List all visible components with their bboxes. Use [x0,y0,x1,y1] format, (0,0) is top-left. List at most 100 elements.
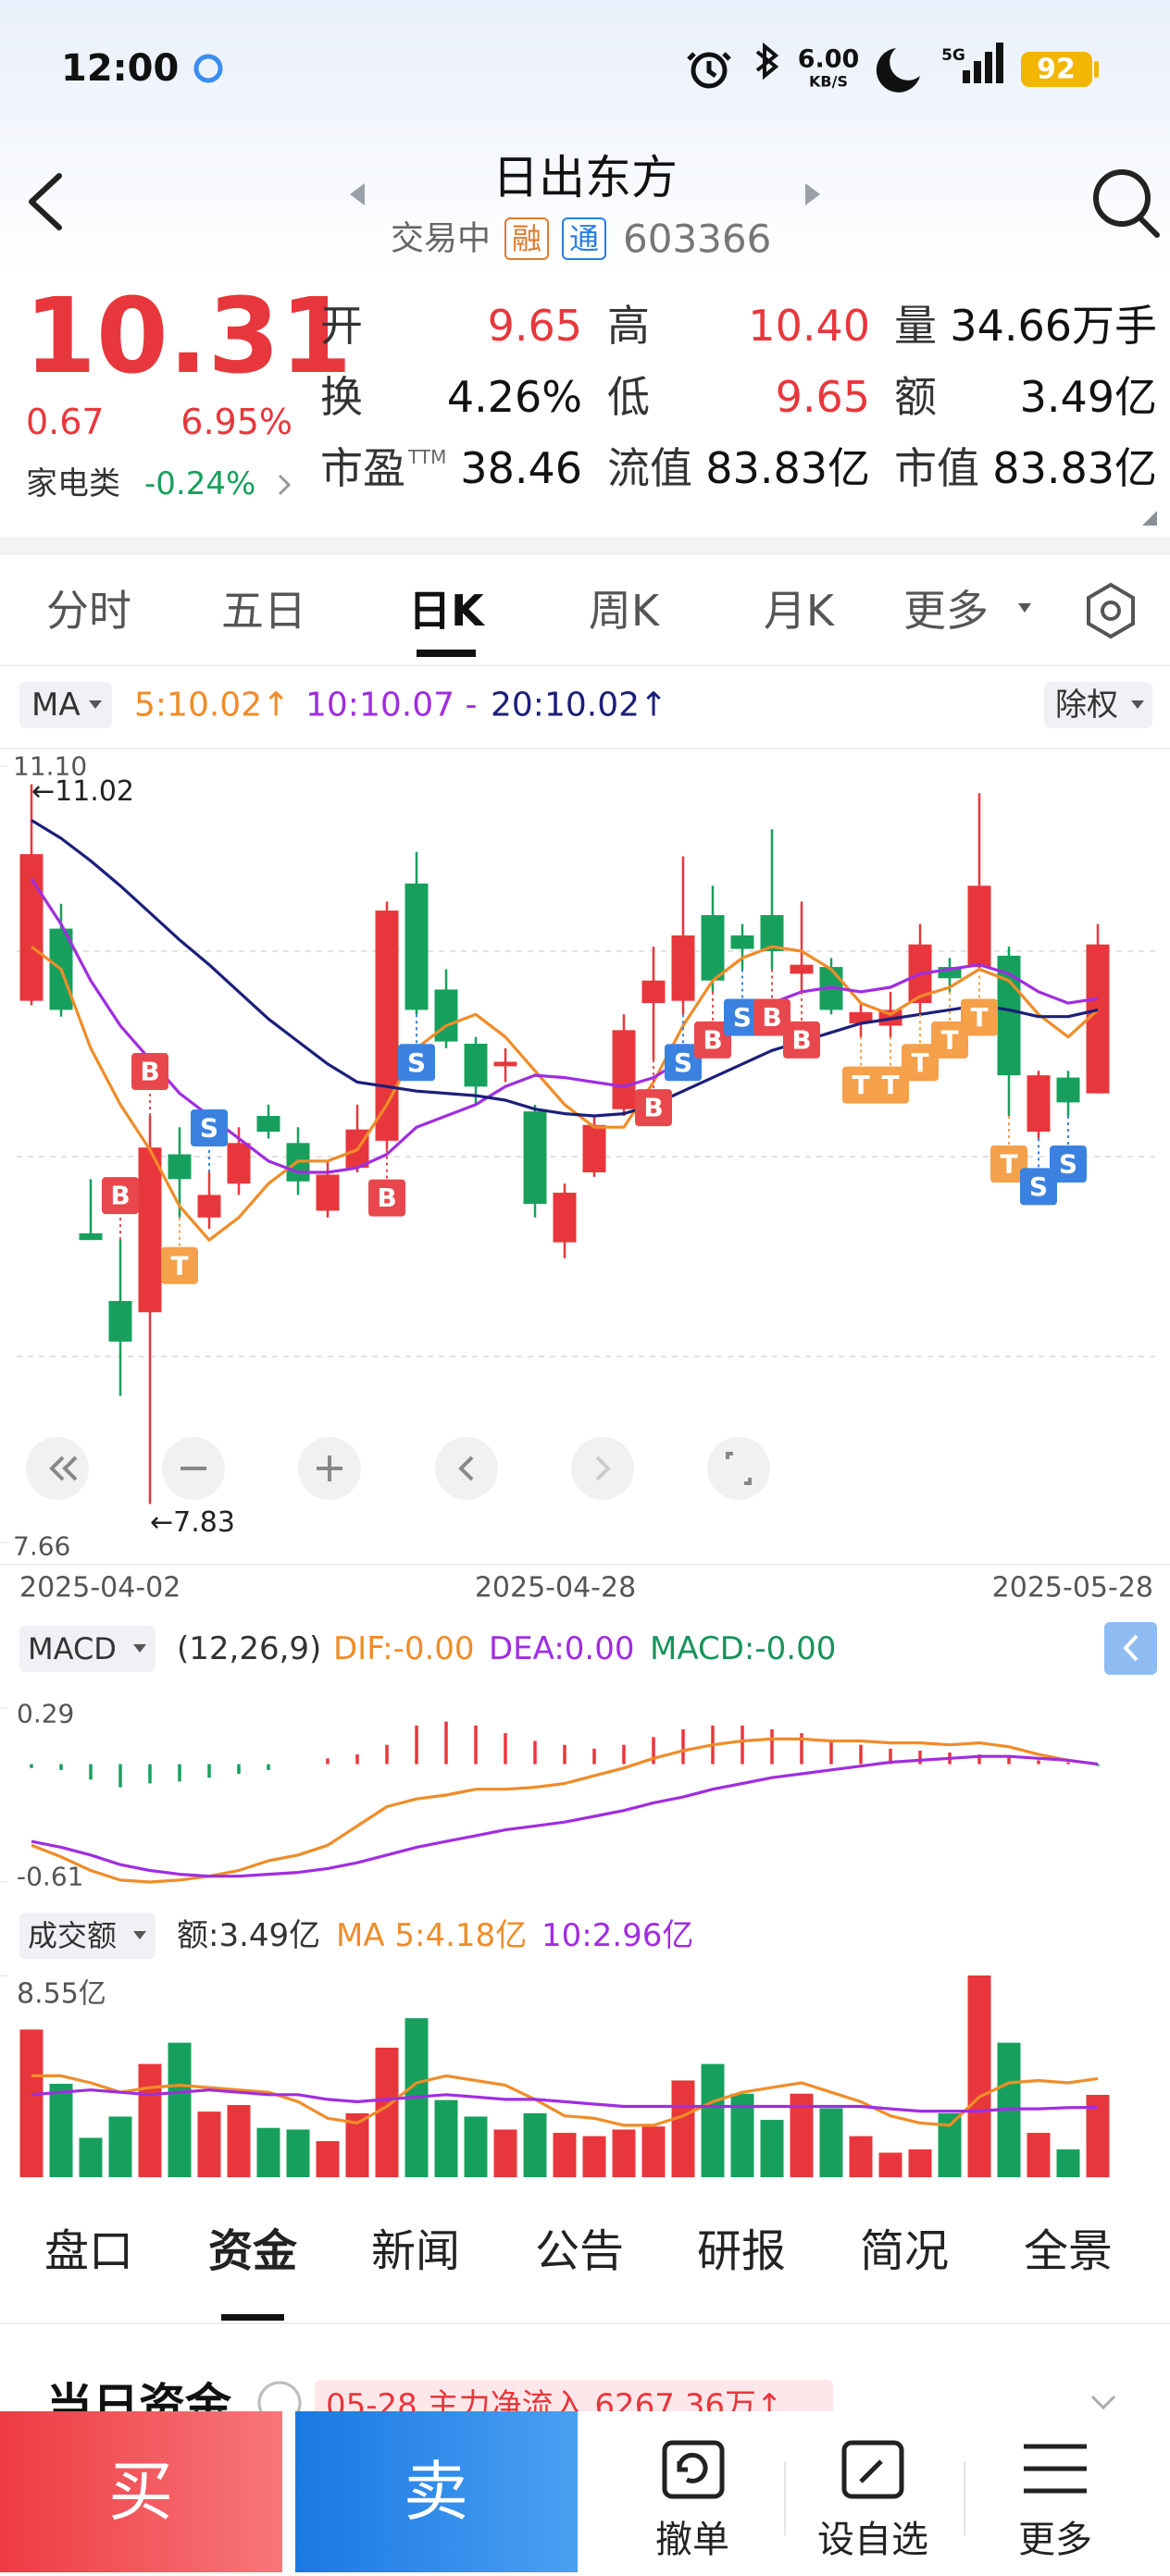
collapse-icon [1123,1634,1139,1662]
candle-body [138,1147,162,1313]
chart-tab[interactable]: 日K [408,586,486,636]
action-item[interactable]: 撤单 [655,2519,729,2561]
zoom-controls[interactable] [26,1437,770,1500]
field-label-sup: TTM [407,446,446,468]
volume-bar [434,2099,458,2177]
adjust-label[interactable]: 除权 [1055,687,1118,724]
expand-corner[interactable] [1142,511,1157,526]
sell-button[interactable] [295,2411,578,2572]
signal-label: T [881,1070,899,1100]
search-button[interactable] [1093,169,1160,238]
action-item[interactable]: 设自选 [817,2519,928,2561]
indicator-button[interactable] [19,1913,156,1959]
amount-legend: 额:3.49亿 [177,1917,320,1954]
candle-body [553,1192,577,1243]
candle-body [760,914,784,951]
section-tab[interactable]: 简况 [860,2225,949,2277]
field-value: 9.65 [488,301,582,351]
battery-level: 92 [1037,54,1076,86]
candle-body [701,914,725,981]
sector-chevron[interactable] [278,474,292,496]
volume-bar [553,2133,577,2177]
settings-button[interactable] [1087,582,1135,639]
signal-label: T [940,1024,958,1055]
signal-badge [842,1066,879,1104]
price-change-pct: 6.95% [180,402,292,442]
volume-bar [19,2029,44,2177]
back-button[interactable] [29,173,62,230]
candle-body [641,980,666,1004]
action-item[interactable]: 更多 [1018,2519,1092,2561]
field-label: 流值 [607,443,692,493]
sector-change[interactable]: -0.24% [144,465,255,502]
field-label: 低 [607,372,650,422]
dropdown-caret [133,1644,146,1653]
signal-label: S [1059,1149,1077,1180]
ma-legend: 5:10.02↑ [134,687,290,724]
signal-badge [161,1246,198,1284]
next-stock[interactable] [805,183,820,205]
indicator-name[interactable]: MACD [28,1631,117,1666]
sector-name[interactable]: 家电类 [26,465,120,502]
chart-tab[interactable]: 分时 [46,586,131,636]
signal-label: B [791,1024,811,1055]
ma-legend: 10:10.07 - [305,687,477,724]
volume-bar [227,2104,251,2177]
separator [0,537,1170,555]
field-value: 83.83亿 [705,443,870,493]
candle-body [19,854,44,1001]
volume-bar [1027,2133,1051,2177]
y-tick-label: 11.10 [13,751,87,782]
chart-tab[interactable]: 月K [764,586,836,636]
chart-tab[interactable]: 更多 [903,586,989,636]
chart-tab[interactable]: 五日 [221,586,306,636]
candle-body [849,1011,873,1024]
signal-badge [902,1044,939,1082]
field-label: 开 [320,301,363,351]
signal-label: T [852,1070,869,1100]
indicator-name[interactable]: 成交额 [28,1918,117,1953]
section-tab[interactable]: 研报 [697,2225,786,2277]
section-tab[interactable]: 盘口 [44,2225,133,2277]
signal-badge [1050,1146,1087,1183]
divider [0,664,1170,666]
section-tab[interactable]: 新闻 [371,2225,460,2277]
chart-tab[interactable]: 周K [589,586,661,636]
volume-bar [256,2127,280,2177]
prev-stock[interactable] [350,183,365,205]
vol-ma-legend: 10:2.96亿 [541,1917,693,1954]
fund-chevron[interactable] [1090,2395,1116,2410]
clock: 12:00 [61,47,179,90]
candle-body [168,1154,192,1180]
adjust-button[interactable] [1044,682,1152,728]
badge: 融 [512,221,541,256]
indicator-name[interactable]: MA [31,687,81,724]
candle-body [997,955,1021,1076]
indicator-button[interactable] [19,1626,156,1672]
field-label: 市盈 [320,443,405,493]
section-tab[interactable]: 公告 [535,2225,624,2277]
volume-bar [493,2129,517,2177]
signal-badge [931,1021,968,1059]
signal-badge [872,1066,909,1104]
section-tab[interactable]: 全景 [1024,2225,1113,2277]
buy-button[interactable] [0,2411,282,2572]
volume-bar [938,2112,962,2177]
indicator-button[interactable] [19,682,112,728]
candle-body [1027,1075,1051,1133]
divider [0,748,1170,749]
volume-bar [523,2112,547,2177]
low-marker: ←7.83 [150,1506,235,1539]
field-label: 量 [894,301,937,351]
signal-label: T [911,1047,928,1078]
candle-body [227,1143,251,1184]
buy-label[interactable]: 买 [108,2454,173,2530]
collapse-button[interactable] [1104,1622,1157,1675]
section-tab[interactable]: 资金 [208,2225,298,2277]
signal-badge [102,1177,139,1215]
signal-label: T [170,1250,188,1281]
signal-badge [783,1021,820,1059]
volume-bar [967,1975,991,2177]
sell-label[interactable]: 卖 [404,2454,468,2530]
